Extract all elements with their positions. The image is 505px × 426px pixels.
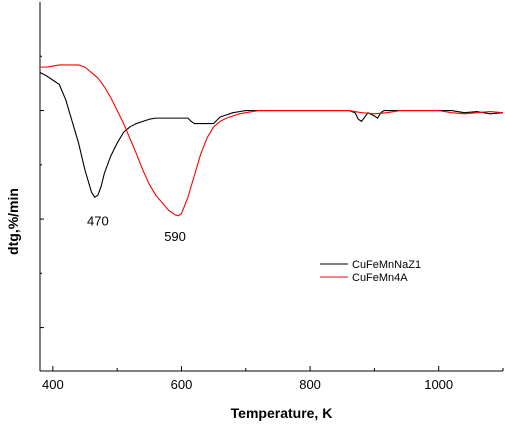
plot-area — [39, 64, 504, 217]
axes — [39, 2, 504, 372]
peak-annotation: 590 — [164, 229, 186, 244]
series-line-2 — [40, 64, 504, 217]
peak-annotation: 470 — [87, 214, 109, 229]
legend-label: CuFeMnNaZ1 — [352, 259, 421, 271]
x-tick-label: 600 — [171, 377, 193, 392]
legend-label: CuFeMn4A — [352, 272, 408, 284]
y-axis-title: dtg,%/min — [5, 188, 21, 255]
x-tick-label: 800 — [299, 377, 321, 392]
series-line-1 — [39, 72, 504, 198]
x-tick-label: 1000 — [424, 377, 453, 392]
x-tick-label: 400 — [42, 377, 64, 392]
x-axis-title: Temperature, K — [231, 405, 333, 421]
chart-labels: 400 600 800 1000 Temperature, K dtg,%/min 470 5… — [5, 188, 453, 421]
